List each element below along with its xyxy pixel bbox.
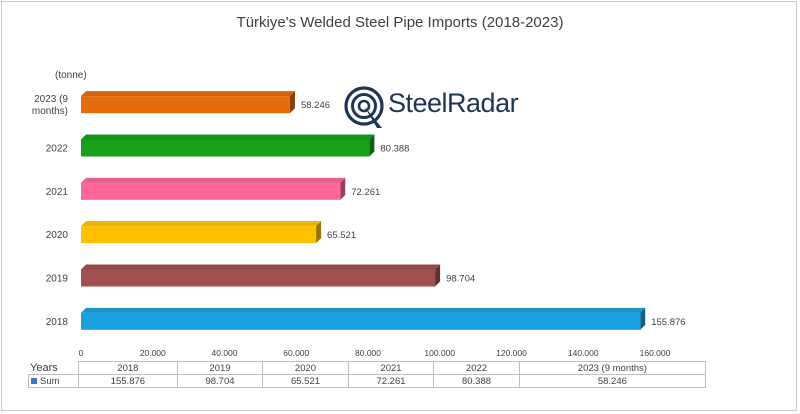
table-value: 155.876 bbox=[78, 374, 178, 388]
legend-swatch bbox=[31, 377, 37, 384]
bar-value-label: 65.521 bbox=[327, 230, 356, 241]
bar bbox=[81, 312, 641, 330]
x-tick-label: 100.000 bbox=[424, 348, 455, 358]
table-value: 98.704 bbox=[176, 374, 264, 388]
table-year: 2023 (9 months) bbox=[518, 361, 707, 375]
data-table: 2018 2019 2020 2021 2022 2023 (9 months)… bbox=[28, 361, 707, 388]
bar-top-face bbox=[81, 134, 375, 140]
category-label: months) bbox=[32, 106, 68, 117]
bar-top-face bbox=[81, 91, 295, 97]
category-label: 2023 (9 bbox=[34, 94, 68, 105]
bar-side-face bbox=[435, 264, 441, 287]
table-row-label: Sum bbox=[28, 374, 79, 388]
x-tick-label: 120.000 bbox=[496, 348, 527, 358]
bar bbox=[81, 182, 341, 200]
bar-value-label: 155.876 bbox=[651, 317, 685, 328]
chart-title: Türkiye's Welded Steel Pipe Imports (201… bbox=[236, 14, 564, 31]
table-year: 2018 bbox=[78, 361, 178, 375]
bar-value-label: 58.246 bbox=[301, 100, 330, 111]
table-header-row: 2018 2019 2020 2021 2022 2023 (9 months) bbox=[29, 361, 707, 375]
row-label-text: Sum bbox=[40, 375, 60, 387]
bar bbox=[81, 96, 290, 114]
bar-value-label: 98.704 bbox=[446, 274, 475, 285]
x-tick-label: 60.000 bbox=[283, 348, 309, 358]
bar-value-label: 80.388 bbox=[380, 144, 409, 155]
x-tick-label: 160.000 bbox=[640, 348, 671, 358]
bar bbox=[81, 226, 317, 244]
bar-top-face bbox=[81, 221, 322, 227]
table-header-label: Years bbox=[30, 362, 58, 374]
table-year: 2019 bbox=[176, 361, 264, 375]
bar bbox=[81, 269, 436, 287]
bar-top-face bbox=[81, 264, 441, 270]
bar-top-face bbox=[81, 307, 646, 313]
unit-label: (tonne) bbox=[55, 70, 87, 81]
bar-top-face bbox=[81, 177, 346, 183]
x-tick-label: 80.000 bbox=[355, 348, 381, 358]
bar-side-face bbox=[316, 221, 322, 244]
steelradar-logo: SteelRadar bbox=[344, 84, 519, 130]
bar-side-face bbox=[340, 177, 346, 200]
category-label: 2022 bbox=[46, 144, 69, 155]
table-year: 2020 bbox=[262, 361, 349, 375]
table-year: 2021 bbox=[347, 361, 435, 375]
category-label: 2019 bbox=[46, 274, 69, 285]
table-row: Sum 155.876 98.704 65.521 72.261 80.388 … bbox=[28, 374, 707, 388]
table-value: 80.388 bbox=[433, 374, 520, 388]
x-tick-label: 20.000 bbox=[140, 348, 166, 358]
bar bbox=[81, 139, 370, 157]
category-label: 2020 bbox=[46, 230, 69, 241]
bar-side-face bbox=[640, 307, 646, 330]
bar-side-face bbox=[369, 134, 375, 157]
table-corner bbox=[29, 362, 79, 375]
table-year: 2022 bbox=[433, 361, 520, 375]
category-label: 2018 bbox=[46, 317, 69, 328]
x-tick-label: 40.000 bbox=[212, 348, 238, 358]
x-tick-label: 140.000 bbox=[568, 348, 599, 358]
radar-logo-icon bbox=[344, 86, 384, 128]
logo-text: SteelRadar bbox=[388, 88, 519, 118]
category-label: 2021 bbox=[46, 187, 69, 198]
table-value: 58.246 bbox=[518, 374, 707, 388]
bar-value-label: 72.261 bbox=[351, 187, 380, 198]
table-value: 65.521 bbox=[262, 374, 349, 388]
bar-side-face bbox=[289, 91, 295, 114]
table-value: 72.261 bbox=[347, 374, 435, 388]
x-tick-label: 0 bbox=[79, 348, 84, 358]
